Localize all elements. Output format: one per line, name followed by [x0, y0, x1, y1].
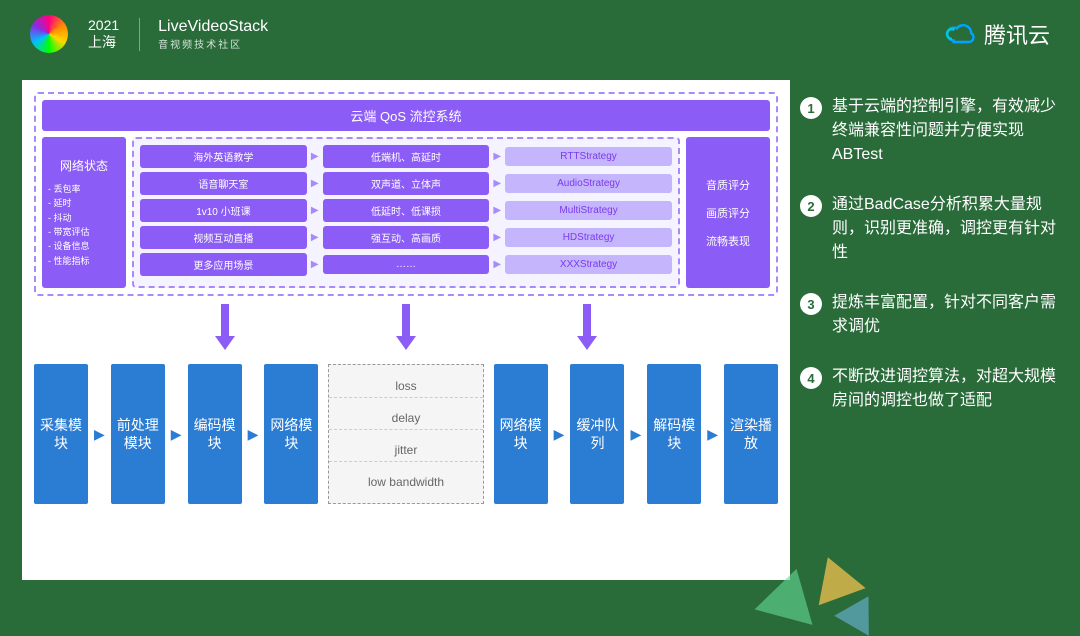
arrow-icon: ▶ [707, 426, 718, 443]
net-metric: loss [329, 375, 482, 398]
qos-system: 云端 QoS 流控系统 网络状态 丢包率 延时 抖动 带宽评估 设备信息 性能指… [34, 92, 778, 296]
arrow-icon: ▶ [493, 151, 501, 162]
arrow-icon: ▶ [630, 426, 641, 443]
lvs-badge-icon [30, 15, 68, 53]
strategy: HDStrategy [505, 228, 672, 247]
module-capture: 采集模块 [34, 364, 88, 504]
qos-content: 网络状态 丢包率 延时 抖动 带宽评估 设备信息 性能指标 海外英语教学▶低端机… [42, 137, 770, 288]
location: 上海 [88, 34, 119, 51]
module-render: 渲染播放 [724, 364, 778, 504]
strategy: RTTStrategy [505, 147, 672, 166]
point-number: 3 [800, 293, 822, 315]
netstat-item: 丢包率 [48, 182, 120, 196]
netstat-items: 丢包率 延时 抖动 带宽评估 设备信息 性能指标 [48, 182, 120, 268]
module-encode: 编码模块 [188, 364, 242, 504]
lvs-title: LiveVideoStack [158, 18, 268, 36]
triangle-icon [834, 586, 886, 635]
rules-box: 海外英语教学▶低端机、高延时▶RTTStrategy 语音聊天室▶双声道、立体声… [132, 137, 680, 288]
arrow-icon: ▶ [311, 205, 319, 216]
down-arrow-icon [396, 304, 416, 352]
netstat-item: 带宽评估 [48, 225, 120, 239]
strategy: XXXStrategy [505, 255, 672, 274]
rule-row: 视频互动直播▶强互动、高画质▶HDStrategy [140, 226, 672, 249]
point-1: 1 基于云端的控制引擎，有效减少终端兼容性问题并方便实现ABTest [800, 95, 1066, 167]
strategy: AudioStrategy [505, 174, 672, 193]
year: 2021 [88, 17, 119, 34]
lvs-logo: LiveVideoStack 音视频技术社区 [139, 18, 268, 51]
condition: …… [323, 255, 490, 274]
triangle-icon [804, 549, 865, 606]
down-arrow-icon [577, 304, 597, 352]
rule-row: 语音聊天室▶双声道、立体声▶AudioStrategy [140, 172, 672, 195]
net-metric: low bandwidth [329, 471, 482, 493]
qoe-box: 音质评分 画质评分 流畅表现 [686, 137, 770, 288]
arrow-icon: ▶ [311, 232, 319, 243]
arrow-icon: ▶ [493, 205, 501, 216]
arrow-icon: ▶ [493, 232, 501, 243]
scenario: 海外英语教学 [140, 145, 307, 168]
module-buffer: 缓冲队列 [570, 364, 624, 504]
arrow-icon: ▶ [493, 178, 501, 189]
strategy: MultiStrategy [505, 201, 672, 220]
header: 2021 上海 LiveVideoStack 音视频技术社区 腾讯云 [30, 15, 1050, 53]
network-conditions: loss delay jitter low bandwidth [328, 364, 483, 504]
pipeline: 采集模块 ▶ 前处理模块 ▶ 编码模块 ▶ 网络模块 loss delay jitte… [34, 364, 778, 504]
netstat-item: 抖动 [48, 211, 120, 225]
arrow-icon: ▶ [171, 426, 182, 443]
module-decode: 解码模块 [647, 364, 701, 504]
year-location: 2021 上海 [88, 17, 119, 51]
net-metric: jitter [329, 439, 482, 462]
qos-title: 云端 QoS 流控系统 [42, 100, 770, 131]
point-text: 提炼丰富配置，针对不同客户需求调优 [832, 291, 1066, 339]
netstat-title: 网络状态 [48, 157, 120, 174]
module-net-recv: 网络模块 [494, 364, 548, 504]
module-net-send: 网络模块 [264, 364, 318, 504]
condition: 强互动、高画质 [323, 226, 490, 249]
point-text: 通过BadCase分析积累大量规则，识别更准确，调控更有针对性 [832, 193, 1066, 265]
scenario: 更多应用场景 [140, 253, 307, 276]
point-number: 4 [800, 367, 822, 389]
tencent-logo: 腾讯云 [944, 18, 1050, 50]
arrow-icon: ▶ [311, 259, 319, 270]
module-preprocess: 前处理模块 [111, 364, 165, 504]
scenario: 视频互动直播 [140, 226, 307, 249]
rule-row: 更多应用场景▶……▶XXXStrategy [140, 253, 672, 276]
scenario: 语音聊天室 [140, 172, 307, 195]
net-metric: delay [329, 407, 482, 430]
lvs-subtitle: 音视频技术社区 [158, 36, 268, 51]
point-text: 不断改进调控算法，对超大规模房间的调控也做了适配 [832, 365, 1066, 413]
arrow-icon: ▶ [493, 259, 501, 270]
qoe-item: 流畅表现 [692, 233, 764, 249]
header-left: 2021 上海 LiveVideoStack 音视频技术社区 [30, 15, 268, 53]
netstat-item: 性能指标 [48, 254, 120, 268]
arrow-icon: ▶ [311, 178, 319, 189]
condition: 双声道、立体声 [323, 172, 490, 195]
down-arrows [34, 296, 778, 360]
arrow-icon: ▶ [94, 426, 105, 443]
rule-row: 海外英语教学▶低端机、高延时▶RTTStrategy [140, 145, 672, 168]
netstat-item: 延时 [48, 196, 120, 210]
condition: 低延时、低课损 [323, 199, 490, 222]
point-number: 2 [800, 195, 822, 217]
point-4: 4 不断改进调控算法，对超大规模房间的调控也做了适配 [800, 365, 1066, 413]
scenario: 1v10 小班课 [140, 199, 307, 222]
point-3: 3 提炼丰富配置，针对不同客户需求调优 [800, 291, 1066, 339]
point-text: 基于云端的控制引擎，有效减少终端兼容性问题并方便实现ABTest [832, 95, 1066, 167]
condition: 低端机、高延时 [323, 145, 490, 168]
point-2: 2 通过BadCase分析积累大量规则，识别更准确，调控更有针对性 [800, 193, 1066, 265]
network-status-box: 网络状态 丢包率 延时 抖动 带宽评估 设备信息 性能指标 [42, 137, 126, 288]
qoe-item: 音质评分 [692, 177, 764, 193]
down-arrow-icon [215, 304, 235, 352]
cloud-icon [944, 22, 976, 46]
qoe-item: 画质评分 [692, 205, 764, 221]
tencent-text: 腾讯云 [984, 18, 1050, 50]
netstat-item: 设备信息 [48, 239, 120, 253]
arrow-icon: ▶ [248, 426, 259, 443]
rule-row: 1v10 小班课▶低延时、低课损▶MultiStrategy [140, 199, 672, 222]
arrow-icon: ▶ [311, 151, 319, 162]
arrow-icon: ▶ [554, 426, 565, 443]
bullet-points: 1 基于云端的控制引擎，有效减少终端兼容性问题并方便实现ABTest 2 通过Bad… [800, 95, 1066, 439]
point-number: 1 [800, 97, 822, 119]
architecture-diagram: 云端 QoS 流控系统 网络状态 丢包率 延时 抖动 带宽评估 设备信息 性能指… [22, 80, 790, 580]
